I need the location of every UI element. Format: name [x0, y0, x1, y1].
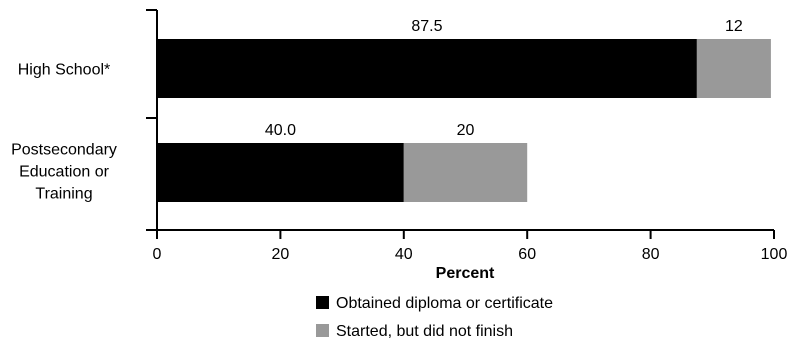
x-tick-label: 40: [395, 246, 413, 263]
category-label: Education or: [19, 164, 110, 181]
legend-swatch: [316, 296, 329, 309]
legend-swatch: [316, 324, 329, 337]
y-axis-ticks: [146, 9, 157, 231]
x-tick-label: 60: [518, 246, 536, 263]
data-label: 20: [457, 122, 475, 139]
x-axis-title: Percent: [436, 265, 495, 282]
bar-segment: [157, 39, 697, 98]
legend-label: Started, but did not finish: [336, 323, 513, 340]
x-tick-label: 100: [761, 246, 788, 263]
category-label: Postsecondary: [11, 142, 117, 159]
bars: 87.5 12 40.0 20: [157, 18, 771, 202]
bar-segment: [696, 39, 771, 98]
bar-segment: [157, 143, 404, 202]
data-label: 87.5: [411, 18, 442, 35]
category-label: Training: [35, 186, 92, 203]
category-labels: High School* Postsecondary Education or Tra…: [11, 62, 117, 203]
x-axis-ticks: 0 20 40 60 80 100: [153, 230, 788, 263]
legend: Obtained diploma or certificate Started, …: [316, 295, 553, 340]
x-tick-label: 0: [153, 246, 162, 263]
x-tick-label: 80: [642, 246, 660, 263]
data-label: 12: [725, 18, 743, 35]
bar-segment: [403, 143, 528, 202]
category-label: High School*: [18, 62, 111, 79]
x-tick-label: 20: [272, 246, 290, 263]
data-label: 40.0: [265, 122, 296, 139]
legend-label: Obtained diploma or certificate: [336, 295, 553, 312]
